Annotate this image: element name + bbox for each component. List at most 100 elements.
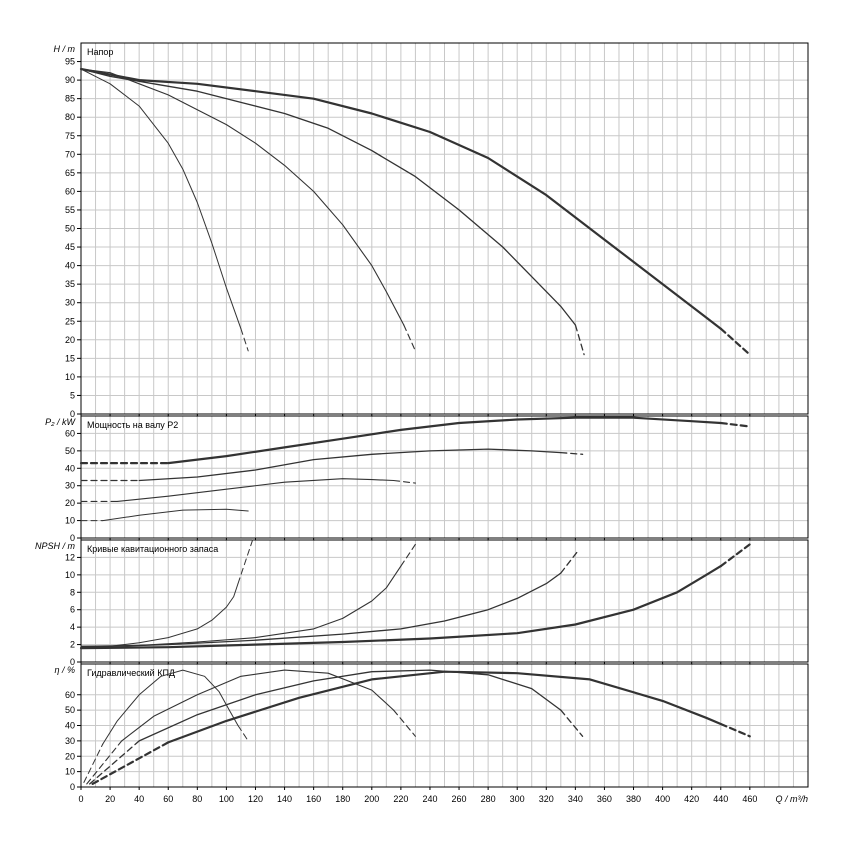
y-tick-label: 0	[70, 657, 75, 667]
x-tick-label: 320	[539, 794, 554, 804]
curve-eff-1-dashed	[237, 725, 249, 742]
curve-head-1	[80, 68, 242, 330]
y-tick-label: 15	[65, 353, 75, 363]
y-tick-label: 95	[65, 57, 75, 67]
x-tick-label: 280	[481, 794, 496, 804]
panel-eff: 0 10 20 30 40 50 60 η / % Гидравлический КПД	[54, 663, 809, 792]
curve-npsh-3-dashed	[560, 549, 579, 574]
y-tick-label: 60	[65, 690, 75, 700]
y-tick-label: 4	[70, 622, 75, 632]
y-tick-label: 25	[65, 316, 75, 326]
y-tick-label: 30	[65, 736, 75, 746]
x-tick-label: 220	[393, 794, 408, 804]
y-tick-label: 10	[65, 372, 75, 382]
curve-npsh-1	[80, 583, 239, 647]
x-tick-label: 380	[626, 794, 641, 804]
curve-head-4-dashed	[719, 327, 751, 356]
panel-frame	[80, 539, 809, 663]
x-tick-label: 440	[713, 794, 728, 804]
panel-title: Напор	[87, 47, 113, 57]
y-tick-label: 60	[65, 428, 75, 438]
y-tick-label: 10	[65, 767, 75, 777]
y-tick-label: 50	[65, 446, 75, 456]
curve-head-2-dashed	[403, 324, 416, 352]
y-tick-label: 60	[65, 186, 75, 196]
x-tick-label: 140	[277, 794, 292, 804]
y-tick-label: 30	[65, 481, 75, 491]
y-tick-label: 50	[65, 224, 75, 234]
curve-power-4-dashed	[719, 421, 751, 428]
y-tick-label: 5	[70, 390, 75, 400]
curve-head-4	[79, 67, 722, 330]
x-tick-label: 200	[364, 794, 379, 804]
panel-title: Кривые кавитационного запаса	[87, 544, 218, 554]
y-tick-label: 65	[65, 168, 75, 178]
y-tick-label: 10	[65, 570, 75, 580]
curve-eff-3-dashed	[560, 709, 584, 737]
y-tick-label: 40	[65, 721, 75, 731]
y-tick-label: 8	[70, 587, 75, 597]
curve-power-3-dashed	[560, 451, 584, 455]
y-tick-label: 70	[65, 149, 75, 159]
curve-power-2-dashed	[393, 479, 416, 484]
x-tick-label: 420	[684, 794, 699, 804]
y-axis-label: η / %	[54, 665, 75, 675]
curve-head-1-dashed	[240, 328, 249, 352]
curve-eff-2-dashed	[86, 740, 123, 785]
y-tick-label: 40	[65, 261, 75, 271]
curve-eff-4-dashed	[719, 722, 751, 738]
y-axis-label: H / m	[54, 44, 76, 54]
curve-head-3-dashed	[574, 324, 585, 356]
curve-head-3	[80, 68, 577, 326]
y-tick-label: 0	[70, 533, 75, 543]
curve-power-1	[102, 508, 249, 522]
x-tick-label: 300	[510, 794, 525, 804]
x-tick-label: 20	[105, 794, 115, 804]
y-tick-label: 20	[65, 335, 75, 345]
y-axis-label: P₂ / kW	[45, 417, 76, 427]
curve-eff-4-dashed	[91, 741, 170, 785]
curve-power-3	[138, 448, 562, 482]
x-tick-label: 60	[163, 794, 173, 804]
panel-head: 0 5 10 15 20 25 30 35 40 45 50 55 60 65 70 75 80 85 90 95 H …	[54, 42, 809, 419]
y-tick-label: 10	[65, 516, 75, 526]
y-tick-label: 6	[70, 605, 75, 615]
y-tick-label: 12	[65, 552, 75, 562]
curve-power-2	[116, 478, 395, 502]
curve-npsh-3	[80, 572, 562, 648]
x-tick-label: 240	[422, 794, 437, 804]
y-tick-label: 85	[65, 94, 75, 104]
curve-npsh-2-dashed	[400, 543, 416, 567]
x-tick-label: 360	[597, 794, 612, 804]
y-tick-label: 20	[65, 498, 75, 508]
curve-npsh-1-dashed	[237, 539, 254, 585]
curve-power-4	[167, 416, 722, 465]
y-tick-label: 55	[65, 205, 75, 215]
curve-npsh-4	[79, 565, 722, 650]
y-tick-label: 90	[65, 75, 75, 85]
x-tick-label: 180	[335, 794, 350, 804]
y-tick-label: 20	[65, 751, 75, 761]
y-tick-label: 45	[65, 242, 75, 252]
curve-eff-2	[121, 669, 395, 742]
curve-eff-4	[167, 670, 722, 744]
curve-npsh-4-dashed	[719, 543, 751, 568]
y-tick-label: 30	[65, 298, 75, 308]
y-tick-label: 0	[70, 782, 75, 792]
x-tick-label: 40	[134, 794, 144, 804]
curve-eff-3-dashed	[89, 740, 140, 785]
curve-eff-3	[138, 669, 562, 742]
curve-eff-2-dashed	[393, 709, 416, 737]
curve-eff-1	[102, 669, 239, 745]
x-tick-label: 160	[306, 794, 321, 804]
x-tick-label: 340	[568, 794, 583, 804]
y-tick-label: 2	[70, 640, 75, 650]
x-tick-label: 260	[452, 794, 467, 804]
y-tick-label: 40	[65, 463, 75, 473]
panel-title: Гидравлический КПД	[87, 668, 175, 678]
x-tick-label: 100	[219, 794, 234, 804]
panel-frame	[80, 415, 809, 539]
